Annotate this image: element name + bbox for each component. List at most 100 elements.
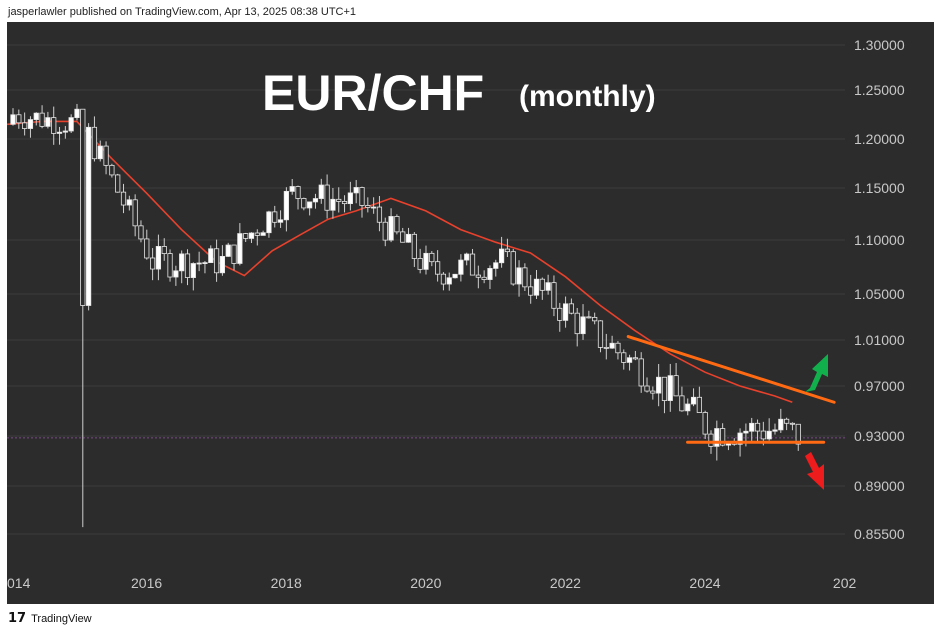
candle [254,229,260,246]
candle-body [10,114,16,125]
candle-body [307,201,313,209]
candle-body [714,428,720,447]
candle-body [39,112,45,127]
candle [516,260,522,297]
candle-body [452,273,458,279]
annotations-layer [626,335,836,490]
candle [237,223,243,266]
eurchf-candlestick-chart[interactable]: 1.30000 1.25000 1.20000 1.15000 1.10000 1.050… [6,22,934,604]
candle-body [144,238,150,259]
y-tick-label: 1.01000 [854,332,905,348]
up-arrow-icon [805,354,828,392]
chart-panel[interactable]: 1.30000 1.25000 1.20000 1.15000 1.10000 1.050… [6,22,934,604]
candle [382,217,388,247]
candle-body [272,211,278,223]
candle [464,252,470,266]
candle-body [184,253,191,278]
candle-body [772,429,778,432]
candle [440,272,447,291]
candle-body [91,126,98,160]
candle [173,265,179,286]
candle [592,312,598,325]
candle-body [667,375,673,401]
candle [469,248,476,276]
x-tick-label: 202 [833,575,857,591]
candle-body [690,396,697,405]
candle-body [609,342,615,349]
candle [574,307,580,347]
candle [68,114,74,133]
candle [248,232,255,244]
candle [184,249,191,286]
candle-body [277,219,284,223]
candle-body [173,270,179,278]
candle [295,185,301,210]
candle-body [673,375,679,397]
candle [411,232,417,267]
candle [155,234,162,281]
candle [347,181,353,211]
candle-body [353,187,359,194]
y-tick-label: 0.97000 [854,378,905,394]
candle [243,232,249,243]
candle [132,194,138,237]
candle [161,238,167,261]
candle [667,363,673,412]
candle [103,141,109,175]
candle [219,245,225,276]
candle [260,230,266,236]
candle-body [557,307,563,321]
candle-body [347,192,353,205]
candle-body [115,174,121,193]
candle [330,187,336,219]
candle-body [522,267,528,288]
candle-body [336,198,342,202]
candle-body [33,112,39,120]
candle [312,193,319,209]
candle-body [754,422,761,432]
candle-body [179,253,185,272]
candle [225,242,231,257]
candle-body [16,114,22,124]
candle-body [324,184,330,211]
candle-body [795,423,801,445]
candle [51,106,57,145]
candle-body [86,126,92,306]
candle [498,236,505,268]
candle-body [208,248,214,264]
candle-body [260,232,266,236]
candle-body [493,262,499,269]
candle-body [481,276,487,280]
candle [277,210,284,228]
candle-body [219,256,225,274]
candle [487,265,493,290]
candle-body [394,216,400,233]
candle-body [62,130,68,133]
candle-body [51,117,57,134]
tradingview-wordmark: TradingView [31,612,92,625]
candle-body [586,316,592,319]
candle-body [539,278,545,291]
candle [615,341,621,360]
y-tick-label: 1.15000 [854,180,905,196]
candle [10,108,16,126]
candle-body [528,286,534,296]
candle [365,197,371,213]
candle [435,250,441,282]
candle [289,179,295,195]
tradingview-brand[interactable]: 17 TradingView [8,611,92,626]
candle-body [266,211,272,234]
candle [126,195,132,211]
candle-body [702,412,708,435]
candle-body [440,273,447,285]
candle-body [621,352,627,363]
candle-body [749,422,755,432]
candle-body [196,262,202,265]
candle [749,417,755,443]
candle-body [789,422,796,425]
candle [138,220,144,243]
candle-body [685,403,691,412]
candle [86,123,92,311]
candle [45,111,51,129]
candle [557,302,563,332]
